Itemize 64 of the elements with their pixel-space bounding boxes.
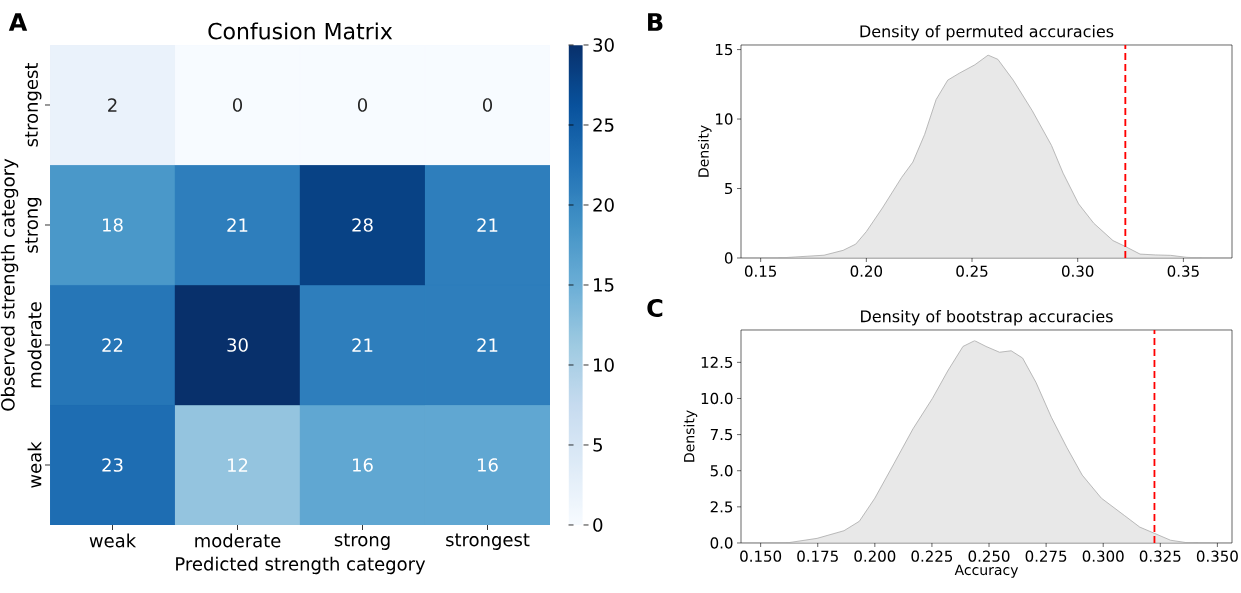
- color-bar-label: 30: [593, 38, 614, 52]
- color-bar-label: 15: [594, 278, 614, 292]
- x-tick-label: 0.200: [854, 550, 896, 562]
- data-label: 21: [477, 218, 498, 232]
- x-tick-label: 0.350: [1196, 550, 1238, 562]
- x-tick-label: 0.300: [1082, 550, 1124, 562]
- text: A: [8, 13, 28, 31]
- x-tick-label: 0.25: [956, 265, 988, 277]
- y-tick-label: 5: [725, 182, 733, 195]
- x-tick-label: strong: [334, 533, 390, 550]
- y-tick-label: 0.0: [710, 537, 733, 549]
- x-tick-label: 0.275: [1025, 550, 1067, 562]
- color-bar-label: 20: [593, 198, 614, 212]
- y-tick-label: 7.5: [710, 429, 733, 441]
- x-tick-label: 0.225: [911, 550, 953, 562]
- y-tick-label: 0: [724, 252, 733, 264]
- data-label: 28: [352, 218, 373, 232]
- y-axis-title: Density: [683, 410, 698, 462]
- data-label: 22: [102, 338, 123, 352]
- x-axis-title: Accuracy: [954, 564, 1019, 578]
- data-label: 21: [227, 218, 248, 232]
- x-tick-label: moderate: [195, 533, 281, 548]
- data-label: 0: [357, 98, 368, 112]
- text: B: [648, 13, 663, 31]
- data-label: 21: [477, 338, 498, 352]
- data-label: 12: [228, 458, 248, 472]
- y-tick-label: 2.5: [710, 501, 733, 513]
- data-label: 30: [227, 338, 248, 352]
- data-label: 0: [232, 98, 243, 112]
- data-label: 18: [103, 218, 123, 232]
- y-tick-label: 15: [716, 44, 733, 56]
- x-tick-label: weak: [89, 533, 137, 548]
- y-axis-title: Observed strength category: [0, 158, 19, 411]
- x-tick-label: 0.15: [744, 265, 777, 277]
- x-tick-label: 0.325: [1139, 550, 1181, 562]
- y-tick-label: 10.0: [701, 392, 733, 405]
- color-bar-label: 0: [593, 518, 603, 532]
- x-tick-label: 0.175: [797, 550, 838, 562]
- data-label: 2: [108, 98, 117, 112]
- y-tick-label: 12.5: [701, 356, 733, 369]
- data-label: 21: [352, 338, 373, 352]
- x-tick-label: 0.30: [1062, 265, 1094, 277]
- x-tick-label: 0.150: [740, 550, 782, 562]
- data-label: 0: [482, 98, 493, 112]
- chart-title: Confusion Matrix: [208, 22, 393, 40]
- y-axis-title: Density: [697, 125, 712, 177]
- chart-title: Density of permuted accuracies: [860, 24, 1114, 41]
- color-bar-label: 25: [593, 118, 614, 132]
- x-tick-label: 0.20: [850, 265, 883, 277]
- y-tick-label: 5.0: [710, 465, 733, 477]
- x-tick-label: 0.250: [968, 550, 1010, 562]
- y-tick-label: weak: [27, 441, 42, 488]
- y-tick-label: strongest: [25, 62, 42, 147]
- data-label: 16: [353, 458, 373, 472]
- x-tick-label: strongest: [446, 533, 530, 550]
- y-tick-label: 10: [716, 113, 733, 125]
- data-label: 16: [478, 458, 498, 472]
- text: C: [647, 298, 663, 318]
- chart-title: Density of bootstrap accuracies: [861, 309, 1113, 326]
- data-label: 23: [102, 458, 123, 472]
- color-bar-label: 10: [594, 358, 614, 372]
- color-bar-label: 5: [593, 438, 602, 452]
- x-axis-title: Predicted strength category: [176, 556, 426, 575]
- x-tick-label: 0.35: [1167, 265, 1199, 277]
